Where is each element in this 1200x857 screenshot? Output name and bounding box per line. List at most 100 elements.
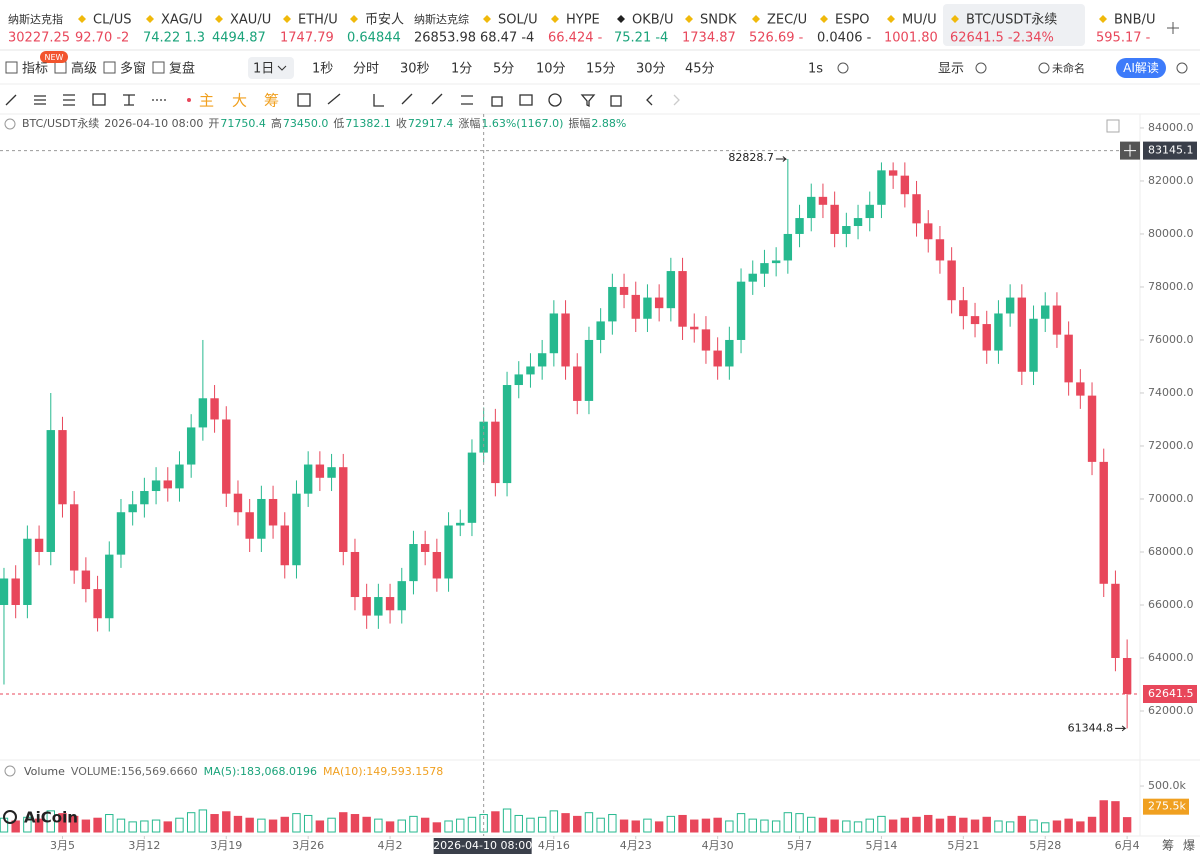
display[interactable]: 显示 xyxy=(938,62,964,77)
period-option[interactable]: 30秒 xyxy=(400,62,430,77)
tool[interactable] xyxy=(5,94,17,106)
tool[interactable] xyxy=(491,96,503,107)
icon[interactable] xyxy=(975,62,987,74)
toolbar-item[interactable]: 多窗 xyxy=(120,61,146,77)
icon[interactable] xyxy=(1176,62,1188,74)
ticker-name[interactable]: XAG/U xyxy=(161,13,203,28)
tool[interactable] xyxy=(401,93,413,105)
ticker-price[interactable]: 92.70 -2 xyxy=(75,31,129,46)
corner-label[interactable]: 筹 xyxy=(1162,839,1174,853)
tool[interactable] xyxy=(673,94,680,106)
ticker-price[interactable]: 66.424 - xyxy=(548,31,603,46)
candle-body xyxy=(339,467,348,552)
tool[interactable] xyxy=(297,93,311,107)
ticker-name[interactable]: MU/U xyxy=(902,13,937,28)
tool[interactable] xyxy=(431,93,443,105)
period-option[interactable]: 1秒 xyxy=(312,62,333,77)
ticker-price[interactable]: 0.64844 xyxy=(347,31,401,46)
period-option[interactable]: 15分 xyxy=(586,62,616,77)
period-option[interactable]: 45分 xyxy=(685,62,715,77)
candle-body xyxy=(690,326,699,330)
ticker-price[interactable]: 68.47 -4 xyxy=(480,31,534,46)
volume-bar xyxy=(748,818,757,833)
ai-label[interactable]: AI解读 xyxy=(1123,61,1159,75)
period-option[interactable]: 30分 xyxy=(636,62,666,77)
period-option[interactable]: 分时 xyxy=(353,62,379,77)
expand-icon[interactable] xyxy=(1106,119,1120,133)
ai-button[interactable] xyxy=(1116,58,1166,78)
tool[interactable] xyxy=(34,95,46,105)
tool[interactable] xyxy=(610,95,622,107)
ticker-price[interactable]: 4494.87 xyxy=(212,31,266,46)
volume-bar xyxy=(385,821,395,833)
toolbar-item[interactable]: 高级 xyxy=(71,61,97,77)
tool[interactable] xyxy=(92,93,106,106)
indicator-tool[interactable]: 大 xyxy=(232,92,247,110)
period-option[interactable]: 10分 xyxy=(536,62,566,77)
ticker-price[interactable]: 1001.80 xyxy=(884,31,938,46)
tool[interactable] xyxy=(123,94,135,106)
ticker-price[interactable]: 526.69 - xyxy=(749,31,804,46)
collapse-icon[interactable] xyxy=(4,118,16,130)
volume-bar xyxy=(69,815,79,833)
icon[interactable] xyxy=(5,61,18,74)
speed[interactable]: 1s xyxy=(808,62,823,77)
ticker-name[interactable]: XAU/U xyxy=(230,13,271,28)
ticker-price[interactable]: 595.17 - xyxy=(1096,31,1151,46)
add-icon[interactable] xyxy=(1167,22,1179,34)
ticker-name[interactable]: 纳斯达克综 xyxy=(414,12,469,26)
period-option[interactable]: 1分 xyxy=(451,62,472,77)
ticker-price[interactable]: 30227.25 xyxy=(8,31,70,46)
ticker-name[interactable]: ETH/U xyxy=(298,13,338,28)
tool[interactable] xyxy=(63,94,75,106)
info-close_label: 收 xyxy=(396,116,407,130)
tool[interactable] xyxy=(548,93,562,107)
period-current[interactable]: 1日 xyxy=(253,62,274,77)
last-price: 62641.5 xyxy=(1148,687,1194,700)
ticker-name[interactable]: ZEC/U xyxy=(767,13,807,28)
toolbar-item[interactable]: 指标 xyxy=(22,62,48,77)
ticker-price[interactable]: 74.22 1.3 xyxy=(143,31,205,46)
candle-body xyxy=(608,286,617,322)
tool[interactable] xyxy=(327,93,341,105)
ticker-price[interactable]: 1747.79 xyxy=(280,31,334,46)
icon[interactable] xyxy=(837,62,849,74)
ticker-price[interactable]: 1734.87 xyxy=(682,31,736,46)
ticker-name[interactable]: 纳斯达克指 xyxy=(8,12,63,26)
candle-body xyxy=(736,281,746,340)
ticker-name[interactable]: ESPO xyxy=(835,13,870,28)
ticker-price[interactable]: 62641.5 -2.34% xyxy=(950,31,1054,46)
tool[interactable] xyxy=(646,94,653,106)
ticker-name[interactable]: HYPE xyxy=(566,13,600,28)
candle-body xyxy=(818,196,828,205)
tool[interactable] xyxy=(580,94,596,108)
icon[interactable] xyxy=(152,61,165,74)
tool[interactable] xyxy=(519,94,533,106)
collapse-icon[interactable] xyxy=(4,765,16,777)
volume-bar xyxy=(690,819,699,833)
toolbar-item[interactable]: 复盘 xyxy=(169,61,195,77)
indicator-tool[interactable]: 筹 xyxy=(264,92,279,110)
tool[interactable] xyxy=(461,95,473,105)
ticker-name[interactable]: BNB/U xyxy=(1114,13,1155,28)
candle-body xyxy=(865,204,874,219)
ticker-price[interactable]: 75.21 -4 xyxy=(614,31,668,46)
ticker-price[interactable]: 0.0406 - xyxy=(817,31,872,46)
ticker-name[interactable]: SNDK xyxy=(700,13,737,28)
ticker-name[interactable]: OKB/U xyxy=(632,13,674,28)
period-option[interactable]: 5分 xyxy=(493,62,514,77)
ticker-name[interactable]: CL/US xyxy=(93,13,131,28)
corner-label[interactable]: 爆 xyxy=(1183,839,1195,853)
ticker-name[interactable]: 币安人 xyxy=(365,13,404,28)
period-selected[interactable] xyxy=(248,57,294,79)
layout-name[interactable]: 未命名 xyxy=(1052,61,1085,75)
ticker-name[interactable]: SOL/U xyxy=(498,13,538,28)
ticker-price[interactable]: 26853.98 xyxy=(414,31,476,46)
volume-bar xyxy=(1005,821,1015,833)
icon[interactable] xyxy=(103,61,116,74)
icon[interactable] xyxy=(1038,62,1050,74)
tool[interactable] xyxy=(373,94,384,107)
indicator-tool[interactable]: 主 xyxy=(199,92,214,110)
candle-body xyxy=(1087,395,1097,462)
ticker-name[interactable]: BTC/USDT永续 xyxy=(966,13,1057,28)
